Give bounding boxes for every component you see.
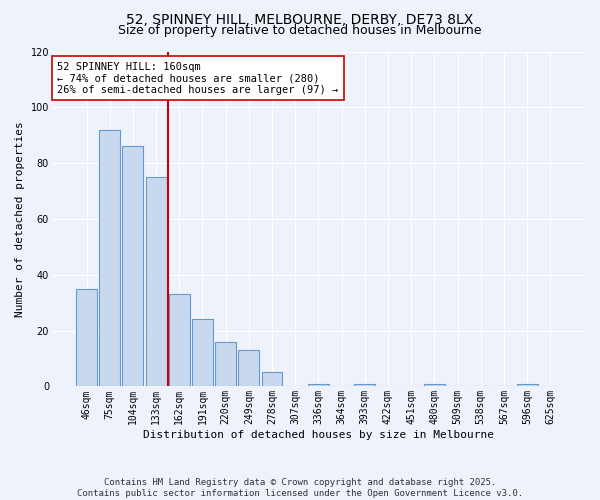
- Bar: [238, 350, 259, 387]
- Text: 52, SPINNEY HILL, MELBOURNE, DERBY, DE73 8LX: 52, SPINNEY HILL, MELBOURNE, DERBY, DE73…: [127, 12, 473, 26]
- X-axis label: Distribution of detached houses by size in Melbourne: Distribution of detached houses by size …: [143, 430, 494, 440]
- Y-axis label: Number of detached properties: Number of detached properties: [15, 121, 25, 317]
- Bar: [146, 177, 167, 386]
- Bar: [215, 342, 236, 386]
- Text: 52 SPINNEY HILL: 160sqm
← 74% of detached houses are smaller (280)
26% of semi-d: 52 SPINNEY HILL: 160sqm ← 74% of detache…: [57, 62, 338, 94]
- Bar: [262, 372, 283, 386]
- Bar: [355, 384, 375, 386]
- Bar: [122, 146, 143, 386]
- Bar: [76, 288, 97, 386]
- Bar: [169, 294, 190, 386]
- Bar: [99, 130, 120, 386]
- Bar: [424, 384, 445, 386]
- Bar: [517, 384, 538, 386]
- Text: Size of property relative to detached houses in Melbourne: Size of property relative to detached ho…: [118, 24, 482, 37]
- Text: Contains HM Land Registry data © Crown copyright and database right 2025.
Contai: Contains HM Land Registry data © Crown c…: [77, 478, 523, 498]
- Bar: [192, 320, 213, 386]
- Bar: [308, 384, 329, 386]
